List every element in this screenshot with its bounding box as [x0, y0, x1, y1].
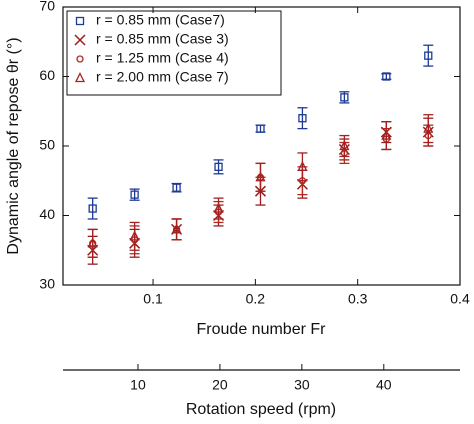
x2-tick-label: 10 [130, 377, 146, 393]
error-bar [297, 107, 308, 130]
x-axis-label: Froude number Fr [197, 321, 327, 338]
marker [171, 223, 182, 234]
marker [381, 129, 392, 140]
marker [256, 124, 265, 133]
error-bar [255, 162, 266, 192]
legend-label: r = 0.85 mm (Case 3) [96, 31, 229, 47]
y-tick-label: 40 [39, 206, 55, 222]
x-tick-label: 0.1 [143, 291, 163, 307]
marker [339, 140, 350, 151]
error-bar [381, 121, 392, 151]
marker [255, 171, 266, 182]
legend-marker [74, 34, 86, 46]
legend-marker [76, 55, 84, 63]
legend-label: r = 2.00 mm (Case 7) [96, 69, 229, 85]
x2-axis-label: Rotation speed (rpm) [186, 401, 336, 418]
error-bar [171, 218, 182, 241]
error-bar [297, 152, 308, 182]
y-tick-label: 50 [39, 137, 55, 153]
y-tick-label: 30 [39, 276, 55, 292]
legend-label: r = 1.25 mm (Case 4) [96, 50, 229, 66]
marker [129, 230, 140, 241]
marker [423, 122, 434, 133]
y-tick-label: 70 [39, 0, 55, 14]
error-bar [87, 197, 98, 220]
marker [382, 72, 391, 81]
error-bar [171, 182, 182, 193]
x-tick-label: 0.3 [348, 291, 368, 307]
x2-tick-label: 40 [376, 377, 392, 393]
marker [340, 93, 349, 102]
legend-label: r = 0.85 mm (Case7) [96, 12, 225, 28]
x-tick-label: 0.2 [246, 291, 266, 307]
marker [130, 190, 139, 199]
marker [88, 204, 97, 213]
marker [297, 160, 308, 171]
error-bar [213, 159, 224, 175]
marker [214, 162, 223, 172]
marker [172, 183, 181, 192]
error-bar [339, 134, 350, 158]
marker [213, 202, 224, 213]
marker [424, 51, 433, 60]
error-bar [423, 44, 434, 67]
error-bar [87, 228, 98, 258]
marker [87, 237, 98, 248]
error-bar [213, 197, 224, 220]
marker [298, 114, 307, 123]
y-tick-label: 60 [39, 67, 55, 83]
legend-marker [75, 16, 85, 26]
y-axis-label: Dynamic angle of repose θr (°) [5, 37, 22, 254]
error-bar [423, 114, 434, 144]
x2-tick-label: 30 [294, 377, 310, 393]
legend-box [66, 10, 282, 96]
x2-tick-label: 20 [212, 377, 228, 393]
x-tick-label: 0.4 [450, 291, 470, 307]
legend-marker [74, 72, 86, 83]
error-bar [129, 221, 140, 251]
